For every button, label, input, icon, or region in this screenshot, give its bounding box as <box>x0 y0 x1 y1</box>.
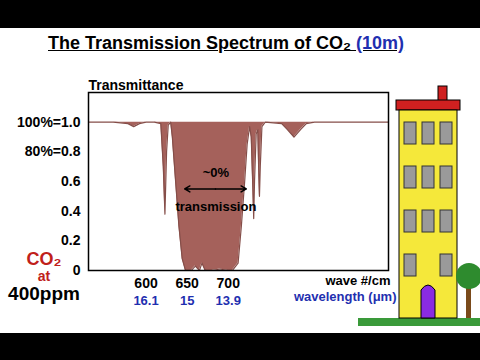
svg-text:transmission: transmission <box>175 199 256 214</box>
svg-text:~0%: ~0% <box>203 165 230 180</box>
svg-text:600: 600 <box>134 275 158 291</box>
svg-text:wave #/cm: wave #/cm <box>324 273 390 288</box>
html-text:at: at <box>37 267 51 284</box>
svg-text:13.9: 13.9 <box>216 293 241 308</box>
html-text:400ppm: 400ppm <box>8 282 80 304</box>
svg-text:100%=1.0: 100%=1.0 <box>17 114 81 130</box>
svg-text:16.1: 16.1 <box>133 293 158 308</box>
svg-text:80%=0.8: 80%=0.8 <box>25 143 81 159</box>
svg-text:650: 650 <box>175 275 199 291</box>
html-text:The Transmission Spectrum of C: The Transmission Spectrum of CO₂ (10m) <box>48 33 405 53</box>
svg-text:0.4: 0.4 <box>61 203 81 219</box>
svg-text:700: 700 <box>217 275 241 291</box>
svg-text:0.2: 0.2 <box>61 232 81 248</box>
svg-text:15: 15 <box>180 293 194 308</box>
svg-text:wavelength (μm): wavelength (μm) <box>293 289 397 304</box>
svg-text:0.6: 0.6 <box>61 173 81 189</box>
html-text:CO₂: CO₂ <box>26 249 62 269</box>
svg-text:Transmittance: Transmittance <box>89 77 184 93</box>
svg-text:0: 0 <box>73 262 81 278</box>
